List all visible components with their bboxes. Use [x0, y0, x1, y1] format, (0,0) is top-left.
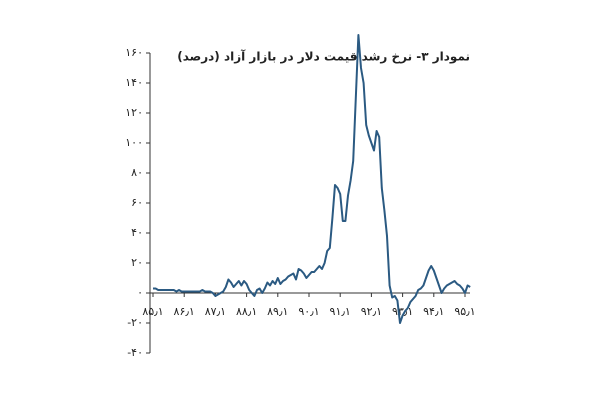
y-tick-label: ۶۰	[131, 196, 143, 209]
x-tick-label: ۹۱٫۱	[330, 305, 351, 318]
x-tick-label: ۹۲٫۱	[361, 305, 382, 318]
x-tick-label: ۸۹٫۱	[267, 305, 288, 318]
y-tick-label: ۴۰	[131, 226, 143, 239]
x-tick-label: ۹۴٫۱	[423, 305, 444, 318]
y-tick-label: ۱۶۰	[125, 46, 143, 59]
y-tick-label: ۱۲۰	[125, 106, 143, 119]
x-tick-label: ۸۵٫۱	[142, 305, 163, 318]
x-tick-label: ۸۷٫۱	[205, 305, 226, 318]
y-tick-label: ۱۴۰	[125, 76, 143, 89]
y-tick-label: ۲۰	[131, 256, 143, 269]
y-tick-label: ۸۰	[131, 166, 143, 179]
chart-title: نمودار ۳- نرخ رشد قیمت دلار در بازار آزا…	[177, 49, 470, 65]
x-tick-label: ۹۵٫۱	[454, 305, 475, 318]
x-tick-label: ۸۶٫۱	[174, 305, 195, 318]
x-tick-label: ۹۰٫۱	[298, 305, 319, 318]
y-tick-label: -۲۰	[127, 316, 143, 329]
y-tick-label: ۱۰۰	[125, 136, 143, 149]
x-tick-label: ۸۸٫۱	[236, 305, 257, 318]
data-line	[153, 34, 471, 324]
y-tick-label: ۰	[137, 286, 143, 299]
y-tick-label: -۴۰	[127, 346, 143, 359]
